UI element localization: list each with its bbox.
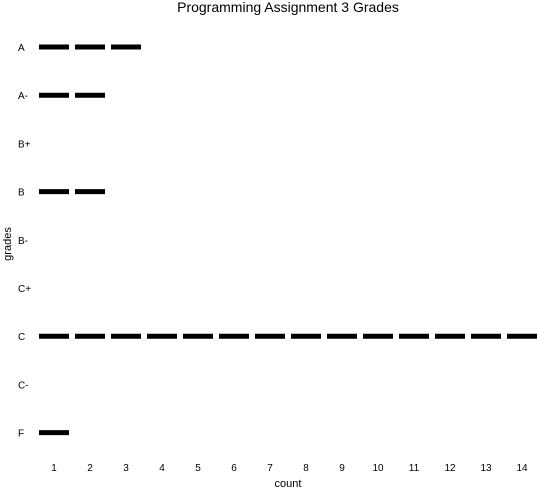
x-tick-label: 12	[444, 463, 456, 474]
x-axis-label: count	[275, 478, 302, 488]
x-tick-label: 13	[480, 463, 492, 474]
y-tick-label: B+	[18, 139, 31, 150]
x-tick-label: 14	[516, 463, 528, 474]
y-tick-label: A-	[18, 91, 28, 102]
x-tick-label: 2	[87, 463, 93, 474]
y-tick-label: C-	[18, 380, 29, 391]
y-tick-label: F	[18, 429, 24, 440]
y-tick-label: A	[18, 43, 25, 54]
chart-title: Programming Assignment 3 Grades	[177, 0, 399, 15]
x-tick-label: 6	[231, 463, 237, 474]
x-tick-label: 5	[195, 463, 201, 474]
x-tick-label: 1	[51, 463, 57, 474]
x-tick-label: 10	[372, 463, 384, 474]
y-tick-label: B-	[18, 236, 28, 247]
y-tick-labels: A A- B+ B B- C+ C C- F	[18, 43, 31, 440]
y-tick-label: C+	[18, 284, 31, 295]
y-tick-label: C	[18, 332, 25, 343]
x-tick-label: 8	[303, 463, 309, 474]
y-tick-label: B	[18, 188, 25, 199]
y-axis-label: grades	[2, 227, 14, 261]
x-tick-label: 9	[339, 463, 345, 474]
x-tick-label: 11	[409, 463, 420, 474]
bars-layer	[39, 44, 537, 436]
x-tick-labels: 1 2 3 4 5 6 7 8 9 10 11 12 13 14	[51, 463, 528, 474]
x-tick-label: 3	[123, 463, 129, 474]
x-tick-label: 7	[267, 463, 273, 474]
x-tick-label: 4	[159, 463, 165, 474]
